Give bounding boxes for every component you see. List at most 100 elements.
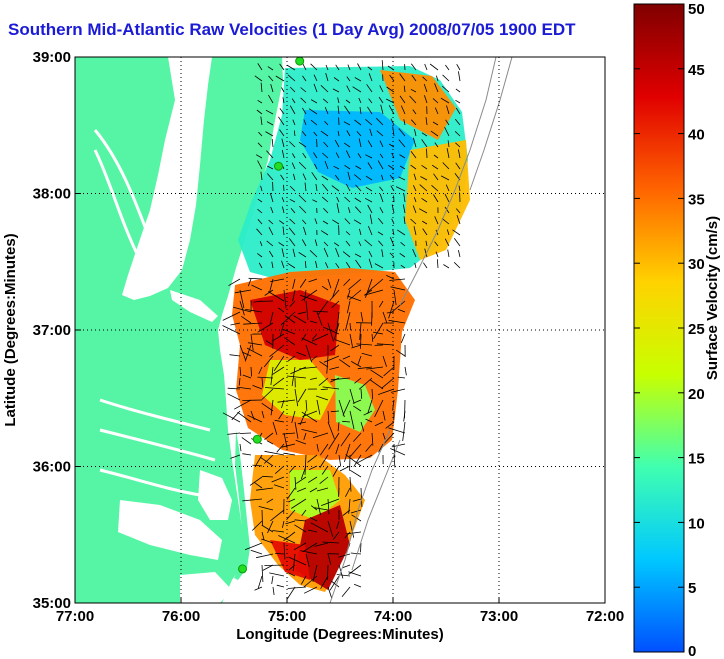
- velocity-vector: [265, 131, 274, 137]
- velocity-vector: [402, 421, 406, 442]
- velocity-vector: [339, 359, 351, 368]
- velocity-vector: [273, 355, 285, 372]
- y-axis-label: Latitude (Degrees:Minutes): [2, 233, 19, 426]
- velocity-vector: [344, 443, 351, 463]
- velocity-vector: [366, 366, 384, 370]
- bay-water-2: [198, 470, 232, 520]
- velocity-vector: [342, 355, 351, 360]
- velocity-vector: [257, 208, 263, 214]
- grid-lines: [75, 57, 605, 603]
- velocity-vector: [335, 247, 340, 258]
- velocity-vector: [301, 289, 318, 302]
- velocity-vector: [323, 141, 329, 148]
- velocity-vector: [281, 87, 285, 93]
- velocity-vector: [322, 220, 329, 225]
- velocity-vector: [301, 130, 307, 137]
- velocity-vector: [378, 300, 384, 308]
- velocity-vector: [250, 333, 254, 351]
- velocity-vector: [327, 322, 334, 342]
- velocity-vector: [311, 333, 329, 342]
- current-region-9: [290, 470, 340, 520]
- velocity-vector: [371, 333, 374, 342]
- velocity-vector: [444, 193, 450, 203]
- velocity-vector: [248, 277, 263, 280]
- velocity-vector: [388, 105, 395, 115]
- velocity-vector: [361, 352, 373, 357]
- velocity-vector: [357, 153, 362, 159]
- velocity-vector: [314, 507, 329, 511]
- velocity-vector: [265, 109, 274, 115]
- velocity-vector: [446, 148, 450, 159]
- velocity-vector: [446, 229, 450, 236]
- velocity-vector: [377, 160, 384, 170]
- velocity-vector: [283, 289, 287, 309]
- map-title: Southern Mid-Atlantic Raw Velocities (1 …: [8, 20, 576, 39]
- velocity-vector: [264, 450, 285, 456]
- velocity-vectors: [222, 60, 461, 599]
- velocity-vector: [291, 98, 296, 104]
- velocity-vector: [348, 289, 362, 301]
- velocity-vector: [258, 366, 263, 375]
- velocity-vector: [257, 322, 274, 333]
- velocity-vector: [441, 85, 450, 93]
- velocity-vector: [315, 183, 318, 192]
- velocity-vector: [413, 173, 417, 181]
- velocity-vector: [242, 374, 252, 379]
- velocity-vector: [232, 306, 252, 313]
- velocity-vector: [335, 443, 340, 455]
- velocity-vector: [411, 74, 417, 82]
- velocity-vector: [400, 105, 406, 115]
- velocity-vector: [410, 88, 417, 93]
- velocity-vector: [331, 185, 340, 192]
- velocity-vector: [330, 344, 340, 352]
- velocity-vector: [347, 64, 351, 71]
- velocity-vector: [434, 83, 439, 93]
- velocity-vector: [432, 121, 439, 126]
- velocity-vector: [327, 586, 333, 599]
- velocity-vector: [340, 432, 351, 447]
- velocity-vector: [303, 119, 307, 126]
- velocity-vector: [399, 95, 406, 104]
- velocity-vector: [257, 63, 263, 71]
- velocity-vector: [346, 85, 351, 93]
- velocity-vector: [247, 414, 263, 423]
- velocity-vector: [447, 249, 450, 258]
- velocity-vector: [282, 206, 285, 214]
- velocity-vector: [353, 405, 362, 412]
- velocity-vector: [343, 278, 351, 286]
- velocity-vector: [456, 214, 461, 225]
- velocity-vector: [335, 64, 340, 71]
- velocity-vector: [264, 564, 285, 566]
- velocity-vector: [346, 76, 351, 82]
- velocity-vector: [270, 399, 274, 416]
- velocity-vector: [433, 194, 439, 203]
- velocity-vector: [383, 366, 395, 377]
- velocity-vector: [284, 337, 296, 346]
- velocity-vector: [289, 465, 296, 473]
- velocity-vector: [421, 132, 428, 137]
- velocity-vector: [327, 498, 330, 515]
- velocity-vector: [435, 251, 439, 258]
- velocity-vector: [326, 355, 329, 374]
- velocity-vector: [399, 252, 406, 258]
- velocity-vector: [280, 174, 285, 181]
- velocity-vector: [300, 87, 307, 93]
- velocity-vector: [349, 476, 352, 492]
- velocity-vector: [323, 355, 340, 363]
- velocity-vector: [271, 575, 274, 584]
- velocity-vector: [423, 83, 428, 93]
- velocity-vector: [275, 552, 285, 555]
- velocity-vector: [315, 260, 318, 269]
- velocity-vector: [403, 119, 406, 126]
- velocity-vector: [357, 63, 362, 71]
- velocity-vector: [320, 130, 329, 137]
- velocity-vector: [293, 542, 307, 551]
- velocity-vector: [372, 331, 384, 335]
- velocity-vector: [385, 421, 395, 429]
- velocity-vector: [337, 421, 340, 432]
- velocity-vector: [379, 207, 384, 214]
- velocity-vector: [345, 99, 351, 104]
- velocity-vector: [368, 73, 373, 82]
- velocity-vector: [323, 208, 329, 214]
- velocity-vector: [391, 152, 395, 159]
